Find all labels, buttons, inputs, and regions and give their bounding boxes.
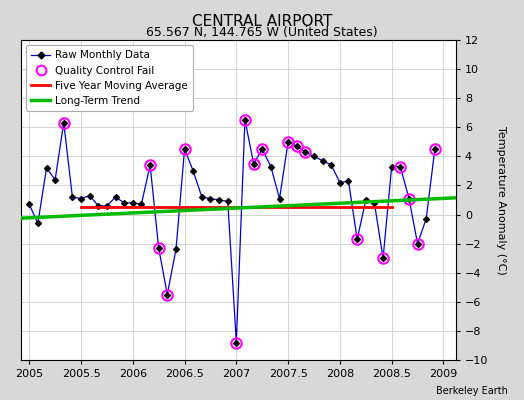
Y-axis label: Temperature Anomaly (°C): Temperature Anomaly (°C) xyxy=(496,126,506,274)
Text: 65.567 N, 144.765 W (United States): 65.567 N, 144.765 W (United States) xyxy=(146,26,378,39)
Legend: Raw Monthly Data, Quality Control Fail, Five Year Moving Average, Long-Term Tren: Raw Monthly Data, Quality Control Fail, … xyxy=(26,45,193,111)
Text: Berkeley Earth: Berkeley Earth xyxy=(436,386,508,396)
Text: CENTRAL AIRPORT: CENTRAL AIRPORT xyxy=(192,14,332,29)
